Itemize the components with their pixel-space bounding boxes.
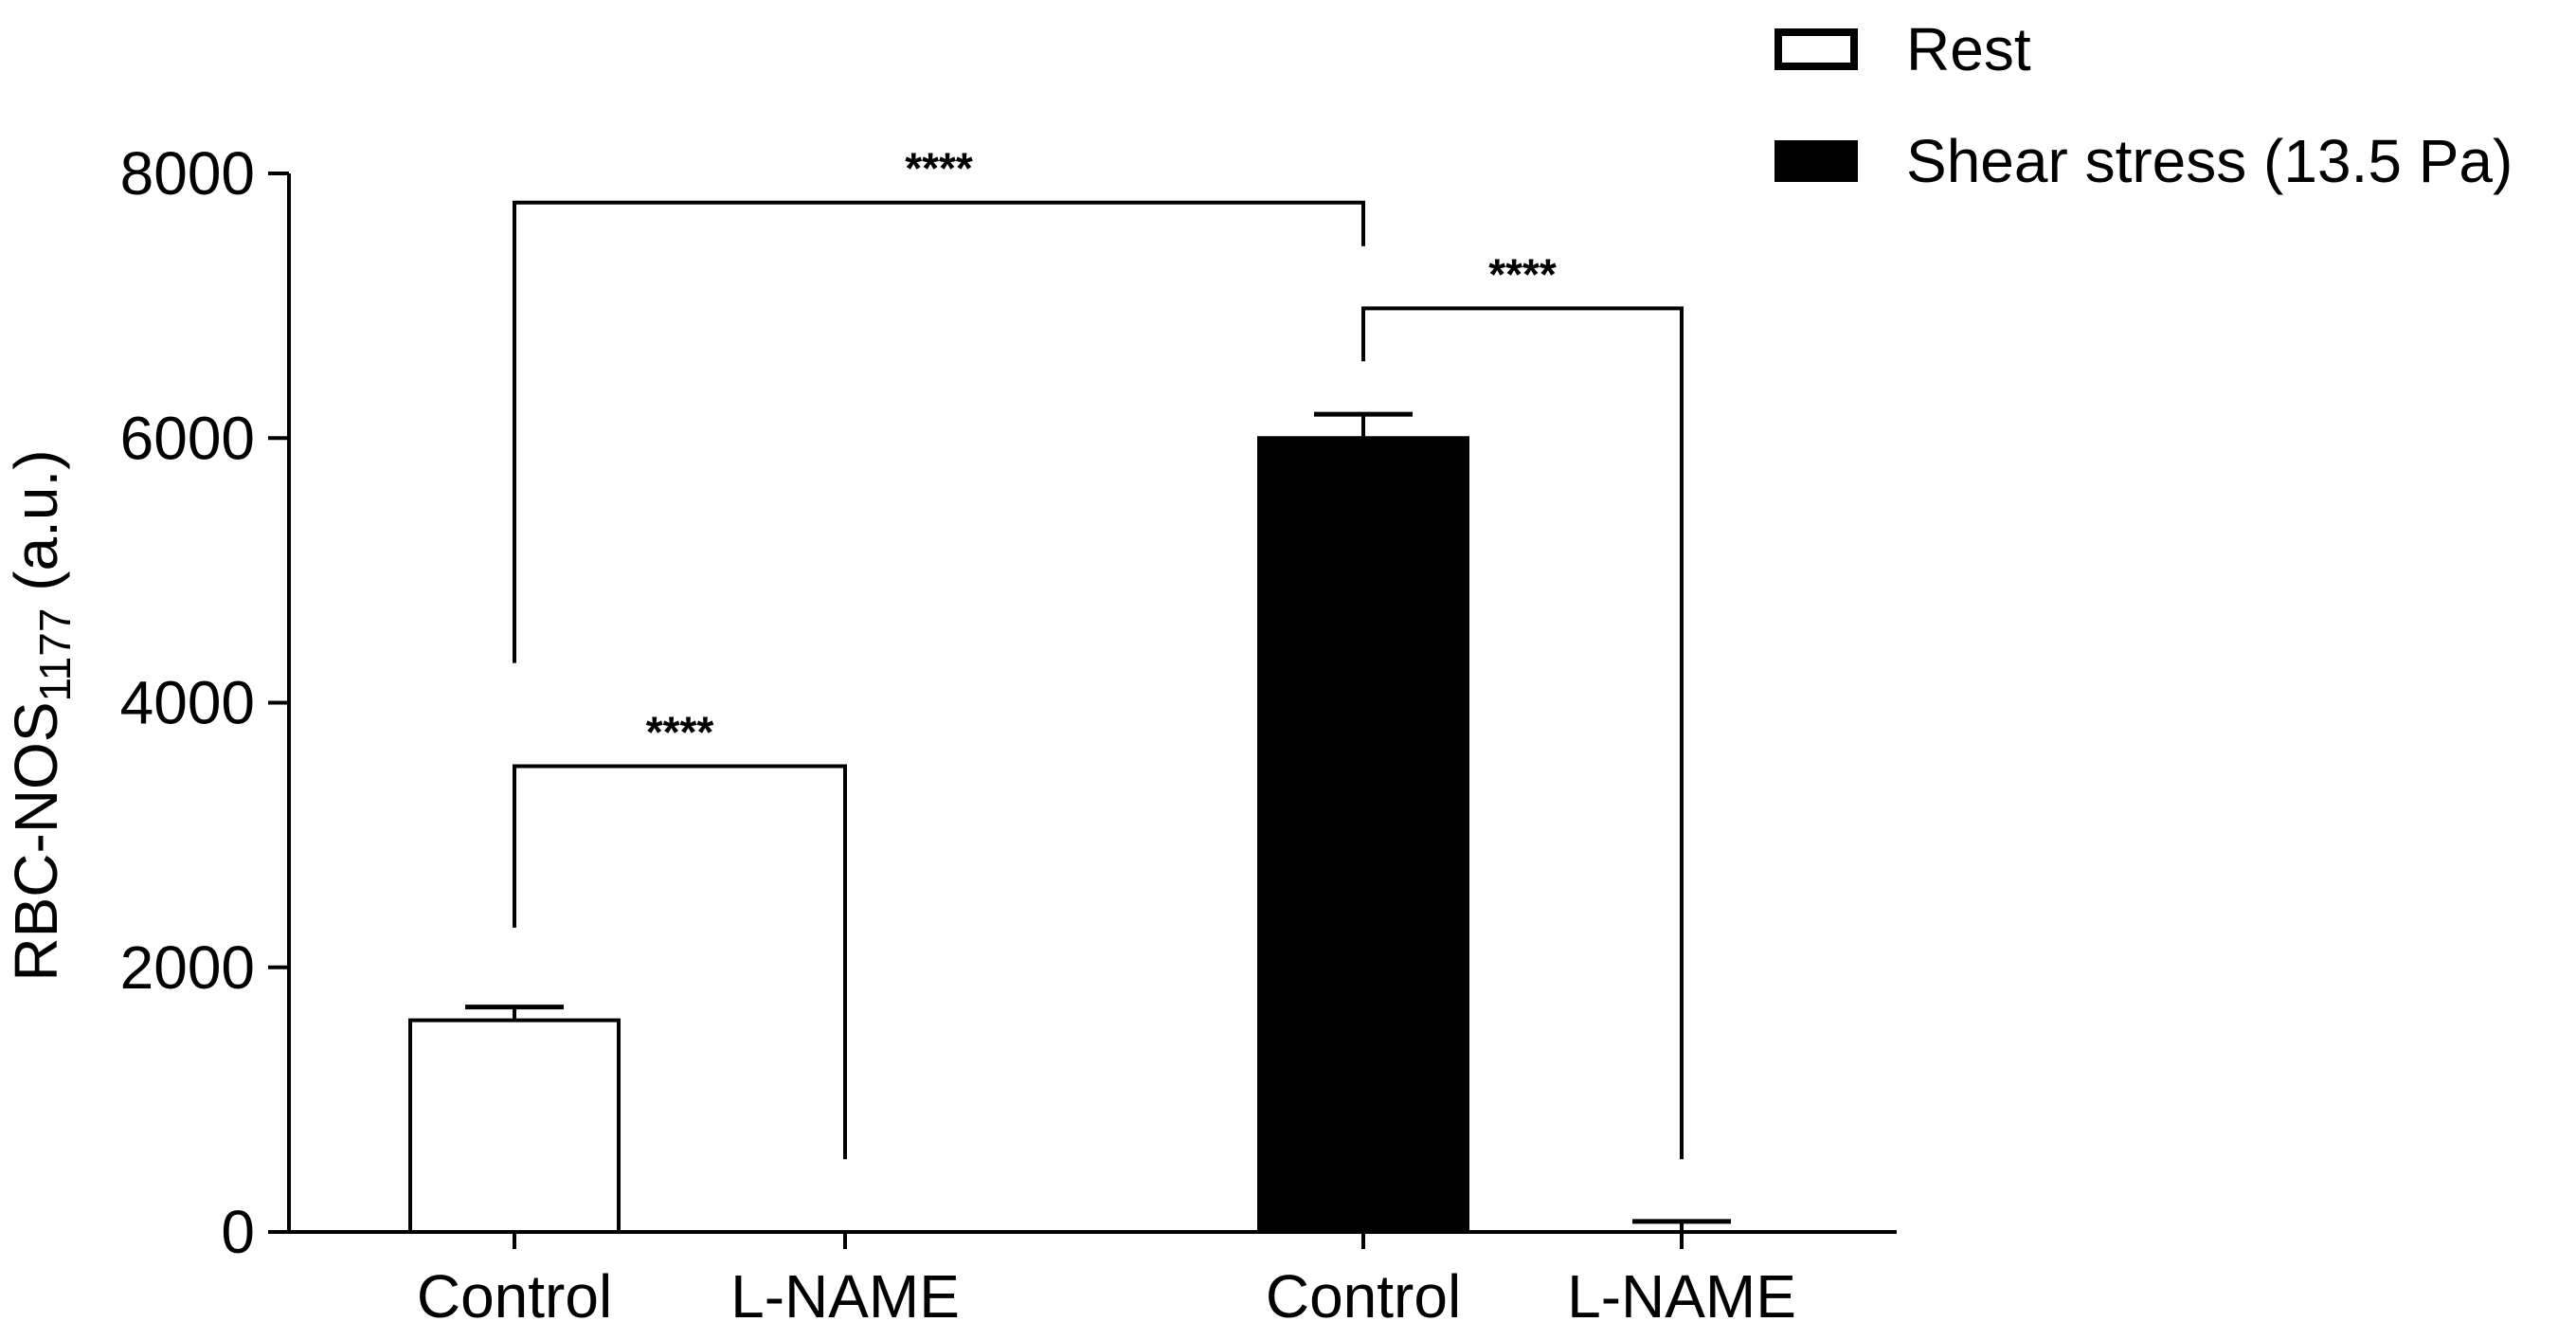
y-tick-label: 0	[221, 1198, 255, 1266]
legend-swatch	[1774, 140, 1858, 182]
significance-bracket	[513, 764, 847, 1160]
y-tick-label: 8000	[120, 139, 255, 208]
y-axis-title: RBC-NOS1177 (a.u.)	[2, 449, 80, 981]
x-tick-label: L-NAME	[730, 1262, 960, 1331]
significance-label: ****	[646, 708, 714, 757]
significance-label: ****	[1488, 249, 1557, 299]
bar	[1257, 436, 1469, 1234]
significance-label: ****	[905, 144, 973, 193]
significance-brackets: **** **** ****	[513, 144, 1684, 1160]
bars	[408, 436, 1469, 1234]
y-tick-label: 2000	[120, 933, 255, 1002]
y-axis-title-subscript: 1177	[30, 608, 80, 702]
x-tick-label: Control	[1266, 1262, 1461, 1331]
x-tick-label: Control	[417, 1262, 612, 1331]
y-tick-label: 6000	[120, 404, 255, 472]
y-axis-title-unit: (a.u.)	[2, 449, 70, 607]
legend-swatch	[1774, 28, 1858, 70]
error-bars	[465, 411, 1731, 1232]
bar	[408, 1018, 621, 1234]
y-axis-title-main: RBC-NOS	[2, 701, 70, 981]
x-tick-label: L-NAME	[1567, 1262, 1796, 1331]
legend: Rest Shear stress (13.5 Pa)	[1774, 15, 2513, 195]
legend-label: Rest	[1906, 15, 2031, 83]
y-tick-label: 4000	[120, 669, 255, 737]
y-axis-label: RBC-NOS1177 (a.u.)	[2, 449, 80, 981]
x-tick-labels: Control L-NAME Control L-NAME	[417, 1262, 1796, 1331]
significance-bracket	[513, 200, 1365, 663]
significance-bracket	[1361, 306, 1684, 1160]
y-ticks: 0 2000 4000 6000 8000	[120, 139, 289, 1266]
legend-label: Shear stress (13.5 Pa)	[1906, 127, 2513, 195]
